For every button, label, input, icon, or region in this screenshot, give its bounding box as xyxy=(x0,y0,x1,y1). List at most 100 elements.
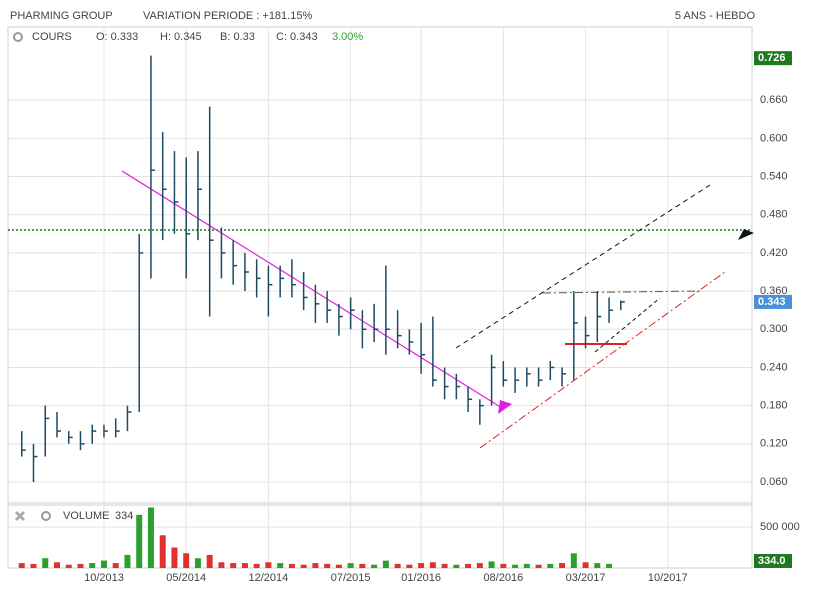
y-tick-label: 500 000 xyxy=(760,521,800,533)
volume-bar xyxy=(89,563,96,568)
settings-icon[interactable] xyxy=(13,32,23,42)
x-tick-label: 12/2014 xyxy=(249,572,289,584)
x-tick-label: 10/2013 xyxy=(84,572,124,584)
volume-bar xyxy=(324,563,331,568)
volume-bar xyxy=(465,563,472,568)
volume-bar xyxy=(606,563,613,568)
price-marker xyxy=(754,294,792,309)
title: PHARMING GROUP xyxy=(10,10,113,22)
close-icon[interactable] xyxy=(14,510,26,522)
volume-bar xyxy=(453,564,460,568)
volume-bar xyxy=(147,507,154,568)
volume-bar xyxy=(159,535,166,568)
volume-bar xyxy=(418,563,425,568)
level-arrow xyxy=(738,229,754,240)
volume-bar xyxy=(53,562,60,568)
volume-bar xyxy=(277,563,284,568)
y-tick-label: 0.180 xyxy=(760,400,788,412)
variation: VARIATION PERIODE : +181.15% xyxy=(143,10,312,22)
volume-bar xyxy=(100,560,107,568)
volume-bar xyxy=(512,564,519,568)
volume-bar xyxy=(288,563,295,568)
y-tick-label: 0.540 xyxy=(760,170,788,182)
volume-last: 334 xyxy=(115,510,133,522)
volume-bar xyxy=(312,563,319,568)
price-marker xyxy=(754,51,792,66)
legend-low: B: 0.33 xyxy=(220,31,255,43)
volume-bar xyxy=(230,563,237,568)
marks: 0.060 0.120 0.180 0.240 0.300 0.360 0.420 0.480… xyxy=(18,51,800,584)
volume-bar xyxy=(124,554,131,568)
channel-line xyxy=(455,184,711,349)
x-tick-label: 07/2015 xyxy=(331,572,371,584)
period: 5 ANS - HEBDO xyxy=(675,10,756,22)
drawings xyxy=(8,170,754,449)
price-marker-label: 0.726 xyxy=(758,52,786,64)
price-legend: COURS O: 0.333 H: 0.345 B: 0.33 C: 0.343… xyxy=(13,31,363,43)
price-marker-label: 0.343 xyxy=(758,296,786,308)
legend-close: C: 0.343 xyxy=(276,31,318,43)
volume-bar xyxy=(371,564,378,568)
volume-panel xyxy=(7,504,753,569)
volume-legend: VOLUME 334 xyxy=(14,510,133,522)
trend-arrow xyxy=(498,400,512,414)
volume-bar xyxy=(218,562,225,568)
grid xyxy=(8,27,752,568)
x-tick-label: 01/2016 xyxy=(401,572,441,584)
resistance-line xyxy=(542,290,701,294)
legend-open: O: 0.333 xyxy=(96,31,138,43)
volume-bar xyxy=(476,563,483,568)
price-panel xyxy=(7,26,753,504)
volume-bar xyxy=(171,547,178,568)
volume-bar xyxy=(500,563,507,568)
volume-bar xyxy=(523,563,530,568)
volume-bar xyxy=(394,563,401,568)
volume-bar xyxy=(347,563,354,568)
volume-bar xyxy=(359,563,366,568)
volume-bar xyxy=(441,563,448,568)
volume-name: VOLUME xyxy=(63,510,109,522)
volume-bar xyxy=(77,563,84,568)
volume-marker xyxy=(754,554,792,568)
x-tick-label: 10/2017 xyxy=(648,572,688,584)
y-tick-label: 0.360 xyxy=(760,285,788,297)
x-tick-label: 08/2016 xyxy=(483,572,523,584)
volume-bar xyxy=(194,558,201,568)
volume-bar xyxy=(559,563,566,568)
y-tick-label: 0.060 xyxy=(760,476,788,488)
volume-bar xyxy=(488,561,495,568)
y-tick-label: 0.240 xyxy=(760,361,788,373)
volume-bar xyxy=(42,558,49,568)
volume-bar xyxy=(18,563,25,568)
volume-bar xyxy=(253,563,260,568)
volume-bar xyxy=(136,514,143,568)
x-tick-label: 03/2017 xyxy=(566,572,606,584)
volume-marker-label: 334.0 xyxy=(758,555,786,567)
volume-bar xyxy=(265,562,272,568)
volume-bar xyxy=(594,563,601,568)
y-tick-label: 0.300 xyxy=(760,323,788,335)
legend-name: COURS xyxy=(32,31,72,43)
volume-bar xyxy=(582,562,589,568)
volume-bar xyxy=(335,564,342,568)
y-tick-label: 0.480 xyxy=(760,209,788,221)
legend-change: 3.00% xyxy=(332,31,363,43)
y-tick-label: 0.120 xyxy=(760,438,788,450)
volume-bar xyxy=(382,560,389,568)
y-tick-label: 0.600 xyxy=(760,132,788,144)
x-tick-label: 05/2014 xyxy=(166,572,206,584)
volume-bar xyxy=(570,553,577,568)
volume-bar xyxy=(406,564,413,568)
volume-bar xyxy=(547,563,554,568)
volume-bar xyxy=(535,564,542,568)
support-line xyxy=(479,271,726,449)
volume-bar xyxy=(30,563,37,568)
legend-high: H: 0.345 xyxy=(160,31,202,43)
volume-bar xyxy=(300,564,307,568)
volume-bar xyxy=(112,563,119,568)
settings-icon[interactable] xyxy=(41,511,51,521)
volume-bar xyxy=(241,563,248,568)
volume-bar xyxy=(429,562,436,568)
volume-bar xyxy=(65,564,72,568)
